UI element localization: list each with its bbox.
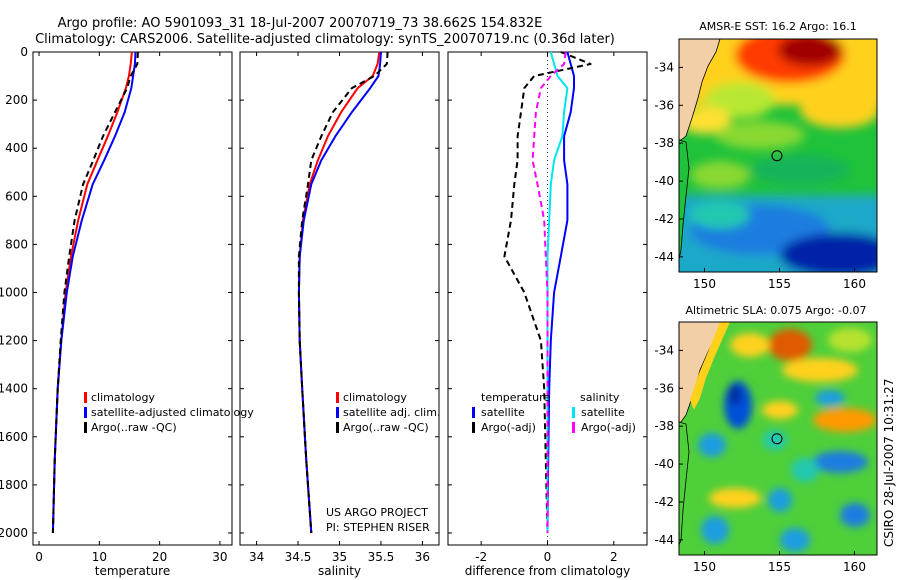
difference-xlabel: difference from climatology <box>465 564 631 578</box>
ytick-label: 1600 <box>0 430 28 444</box>
sst-map-axes: 150 155 160 -34 -36 -38 -40 -42 -44 <box>654 60 866 291</box>
legend-swatch-climatology <box>336 392 339 403</box>
map-xtick-label: 155 <box>768 277 791 291</box>
map-xtick-label: 160 <box>843 560 866 574</box>
ytick-label: 1800 <box>0 478 28 492</box>
map-ytick-label: -42 <box>654 495 674 509</box>
sla-map-frame <box>678 321 878 556</box>
map-ytick-label: -42 <box>654 212 674 226</box>
xtick-label: 0 <box>544 550 552 564</box>
legend-heading-salinity: salinity <box>580 391 620 404</box>
sst-map: AMSR-E SST: 16.2 Argo: 16.1 1 <box>654 20 878 291</box>
legend-heading-temperature: temperature <box>481 391 550 404</box>
xtick-label: 34.5 <box>285 550 312 564</box>
map-xtick-label: 150 <box>693 560 716 574</box>
salinity-series-argo-raw-qc- <box>297 51 389 534</box>
project-annotation: US ARGO PROJECT <box>326 506 428 519</box>
map-xtick-label: 155 <box>768 560 791 574</box>
ytick-label: 200 <box>5 93 28 107</box>
ytick-label: 2000 <box>0 526 28 540</box>
temperature-panel: 0 200 400 600 800 1000 1200 1400 1600 1800 2000 0 10… <box>0 45 233 578</box>
xtick-label: 2 <box>610 550 618 564</box>
salinity-axes-frame <box>239 51 440 546</box>
sst-map-frame <box>678 38 878 273</box>
xtick-label: -2 <box>475 550 487 564</box>
sst-argo-position-marker <box>771 150 783 162</box>
title-line-1: Argo profile: AO 5901093_31 18-Jul-2007 … <box>58 16 543 31</box>
side-stamp: CSIRO 28-Jul-2007 10:31:27 <box>882 379 896 547</box>
xtick-label: 20 <box>152 550 167 564</box>
salinity-legend: climatology satellite adj. clim. Argo(..… <box>326 391 440 534</box>
sst-field <box>679 39 877 272</box>
sla-map-title: Altimetric SLA: 0.075 Argo: -0.07 <box>686 304 867 317</box>
temperature-legend: climatology satellite-adjusted climatolo… <box>84 391 254 434</box>
map-ytick-label: -36 <box>654 98 674 112</box>
legend-swatch-temp-satellite <box>472 407 475 418</box>
legend-label-climatology: climatology <box>343 391 407 404</box>
xtick-label: 30 <box>212 550 227 564</box>
map-ytick-label: -44 <box>654 250 674 264</box>
map-ytick-label: -44 <box>654 533 674 547</box>
map-xtick-label: 150 <box>693 277 716 291</box>
salinity-panel: 34 34.5 35 35.5 36 salinity <box>239 51 440 578</box>
ytick-label: 1200 <box>0 334 28 348</box>
map-ytick-label: -36 <box>654 381 674 395</box>
map-ytick-label: -38 <box>654 136 674 150</box>
legend-label-satellite: satellite-adjusted climatology <box>91 406 254 419</box>
legend-swatch-climatology <box>84 392 87 403</box>
sla-field <box>679 322 877 555</box>
temperature-axes-frame <box>32 51 233 546</box>
xtick-label: 35.5 <box>368 550 395 564</box>
map-ytick-label: -40 <box>654 457 674 471</box>
legend-swatch-satellite <box>84 407 87 418</box>
ytick-label: 800 <box>5 237 28 251</box>
legend-label-climatology: climatology <box>91 391 155 404</box>
difference-series-temperature-satellite <box>546 51 575 534</box>
legend-swatch-sal-satellite <box>572 407 575 418</box>
map-ytick-label: -38 <box>654 419 674 433</box>
map-ytick-label: -40 <box>654 174 674 188</box>
salinity-xlabel: salinity <box>318 564 361 578</box>
legend-label-sal-satellite: satellite <box>581 406 625 419</box>
ytick-label: 1400 <box>0 382 28 396</box>
xtick-label: 10 <box>92 550 107 564</box>
legend-label-argo: Argo(..raw -QC) <box>343 421 429 434</box>
xtick-label: 0 <box>35 550 43 564</box>
title-line-2: Climatology: CARS2006. Satellite-adjuste… <box>35 32 615 47</box>
pi-annotation: PI: STEPHEN RISER <box>326 521 430 534</box>
sst-map-title: AMSR-E SST: 16.2 Argo: 16.1 <box>699 20 857 33</box>
legend-label-argo: Argo(..raw -QC) <box>91 421 177 434</box>
sla-argo-position-marker <box>771 433 783 445</box>
difference-legend: temperature satellite Argo(-adj) salinit… <box>472 391 636 434</box>
ytick-label: 0 <box>20 45 28 59</box>
map-ytick-label: -34 <box>654 343 674 357</box>
xtick-label: 36 <box>415 550 430 564</box>
map-ytick-label: -34 <box>654 60 674 74</box>
temperature-xlabel: temperature <box>95 564 170 578</box>
sla-map-axes: 150 155 160 -34 -36 -38 -40 -42 -44 <box>654 343 866 574</box>
legend-swatch-argo <box>336 422 339 433</box>
ytick-label: 600 <box>5 189 28 203</box>
xtick-label: 35 <box>332 550 347 564</box>
difference-series-salinity-argo-adj- <box>531 51 567 533</box>
legend-swatch-argo <box>84 422 87 433</box>
xtick-label: 34 <box>249 550 264 564</box>
legend-swatch-temp-argo <box>472 422 475 433</box>
map-xtick-label: 160 <box>843 277 866 291</box>
difference-series-temperature-argo-adj- <box>503 51 592 534</box>
ytick-label: 1000 <box>0 285 28 299</box>
sla-map: Altimetric SLA: 0.075 Argo: -0.07 <box>654 304 878 574</box>
legend-label-sal-argo: Argo(-adj) <box>581 421 636 434</box>
legend-swatch-sal-argo <box>572 422 575 433</box>
ytick-label: 400 <box>5 141 28 155</box>
legend-label-satellite: satellite adj. clim. <box>343 406 440 419</box>
legend-swatch-satellite <box>336 407 339 418</box>
legend-label-temp-argo: Argo(-adj) <box>481 421 536 434</box>
legend-label-temp-satellite: satellite <box>481 406 525 419</box>
temperature-series-argo-raw-qc- <box>51 51 139 534</box>
